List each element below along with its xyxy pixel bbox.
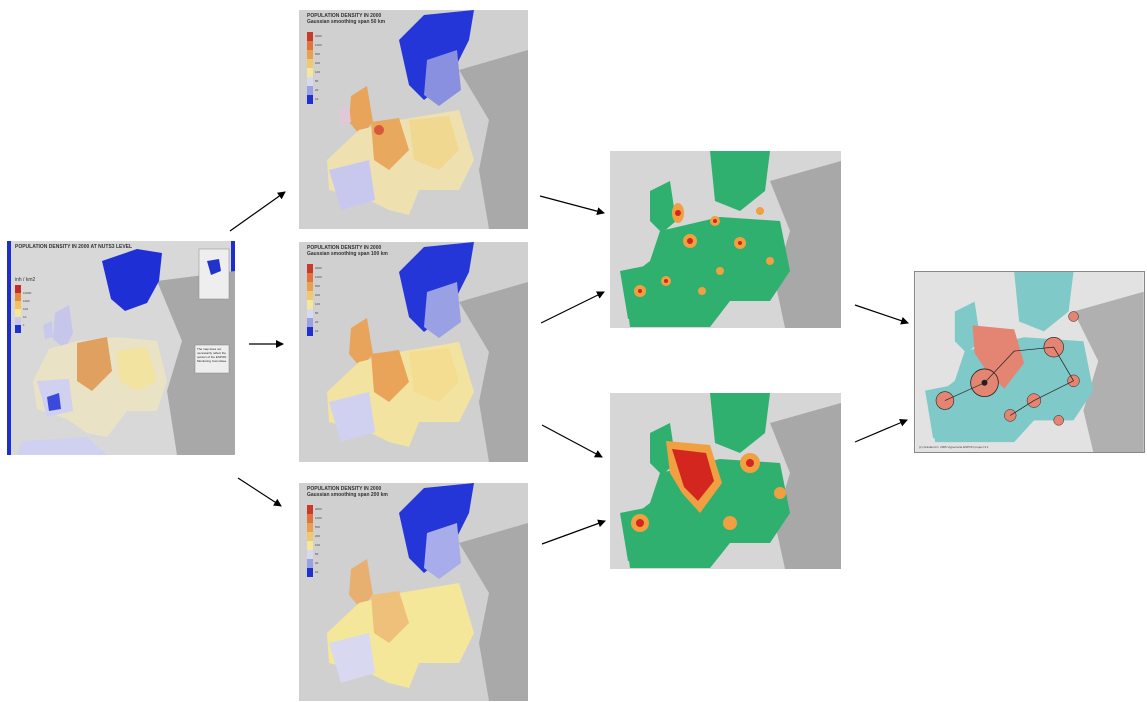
source-map-legend-title: inh / km2 (15, 277, 36, 283)
legend-value: 200 (315, 293, 321, 297)
source-map-note: The map does not necessarily reflect the… (197, 347, 227, 363)
legend-value: 50 (315, 552, 319, 556)
legend-value: 200 (315, 534, 321, 538)
smoothed-map-title-line2: Gaussian smoothing span 100 km (307, 251, 388, 257)
legend-value: 2000 (315, 34, 322, 38)
legend-value: 500 (315, 52, 321, 56)
legend-value: 2000 (315, 266, 322, 270)
legend-value: 20 (315, 88, 319, 92)
source-map-legend-values: 10000 1000 100 10 1 (23, 289, 31, 329)
source-map: POPULATION DENSITY IN 2000 AT NUTS3 LEVE… (7, 241, 235, 455)
cluster-map-a (610, 151, 841, 328)
smoothed-map-title-line1: POPULATION DENSITY IN 2000 (307, 245, 382, 251)
legend-value: 100 (315, 543, 321, 547)
smoothed-map-legend-values: 2000 1000 500 200 100 50 20 10 (315, 505, 322, 577)
legend-value: 100 (315, 302, 321, 306)
legend-value: 1000 (315, 43, 322, 47)
smoothed-map-100km: POPULATION DENSITY IN 2000 Gaussian smoo… (299, 242, 528, 462)
cluster-map-b (610, 393, 841, 569)
smoothed-map-50km-graphic (299, 10, 528, 229)
smoothed-map-legend-values: 2000 1000 500 200 100 50 20 10 (315, 32, 322, 104)
legend-value: 500 (315, 284, 321, 288)
final-map: (c) Grasland C. 2005 Hypercarte ESPON pr… (914, 271, 1145, 453)
legend-value: 20 (315, 561, 319, 565)
legend-value: 10 (23, 315, 27, 319)
smoothed-map-legend (307, 32, 313, 104)
cluster-map-a-graphic (610, 151, 841, 328)
arrow (229, 191, 286, 232)
legend-value: 1000 (315, 275, 322, 279)
legend-value: 100 (315, 70, 321, 74)
final-map-graphic (915, 272, 1144, 452)
arrow (854, 304, 909, 325)
legend-value: 50 (315, 79, 319, 83)
legend-value: 50 (315, 311, 319, 315)
legend-value: 1000 (23, 299, 30, 303)
smoothed-map-title-line1: POPULATION DENSITY IN 2000 (307, 13, 382, 19)
legend-value: 10 (315, 570, 319, 574)
legend-value: 1000 (315, 516, 322, 520)
arrow (540, 291, 605, 324)
source-map-legend (15, 285, 21, 333)
smoothed-map-title-line1: POPULATION DENSITY IN 2000 (307, 486, 382, 492)
smoothed-map-200km: POPULATION DENSITY IN 2000 Gaussian smoo… (299, 483, 528, 701)
legend-value: 2000 (315, 507, 322, 511)
cluster-map-b-graphic (610, 393, 841, 569)
smoothed-map-legend (307, 505, 313, 577)
legend-value: 100 (23, 307, 29, 311)
final-map-credit: (c) Grasland C. 2005 Hypercarte ESPON pr… (919, 445, 989, 449)
smoothed-map-legend (307, 264, 313, 336)
legend-value: 1 (23, 323, 25, 327)
legend-value: 500 (315, 525, 321, 529)
arrow (541, 519, 606, 545)
smoothed-map-legend-values: 2000 1000 500 200 100 50 20 10 (315, 264, 322, 336)
source-map-graphic (7, 241, 235, 455)
legend-value: 10000 (23, 291, 32, 295)
arrow (237, 477, 282, 507)
smoothed-map-50km: POPULATION DENSITY IN 2000 Gaussian smoo… (299, 10, 528, 229)
legend-value: 10 (315, 97, 319, 101)
legend-value: 200 (315, 61, 321, 65)
smoothed-map-title-line2: Gaussian smoothing span 200 km (307, 492, 388, 498)
legend-value: 10 (315, 329, 319, 333)
arrow (854, 419, 908, 443)
legend-value: 20 (315, 320, 319, 324)
source-map-title: POPULATION DENSITY IN 2000 AT NUTS3 LEVE… (15, 244, 133, 250)
arrow (539, 195, 605, 216)
smoothed-map-200km-graphic (299, 483, 528, 701)
smoothed-map-title-line2: Gaussian smoothing span 50 km (307, 19, 386, 25)
arrow (541, 424, 603, 458)
smoothed-map-100km-graphic (299, 242, 528, 462)
